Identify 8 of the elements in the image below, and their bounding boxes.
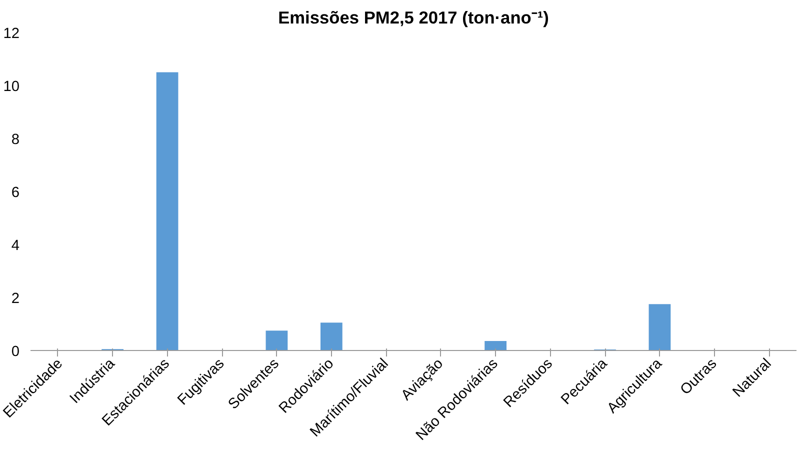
chart-title: Emissões PM2,5 2017 (ton·ano⁻¹) [278,8,549,28]
y-tick-label: 12 [3,26,20,42]
y-tick-label: 0 [11,344,20,360]
y-tick-label: 10 [3,79,20,95]
y-tick-label: 2 [11,291,20,307]
y-tick-label: 6 [11,185,20,201]
y-tick-label: 8 [11,132,20,148]
y-tick-label: 4 [11,238,20,254]
